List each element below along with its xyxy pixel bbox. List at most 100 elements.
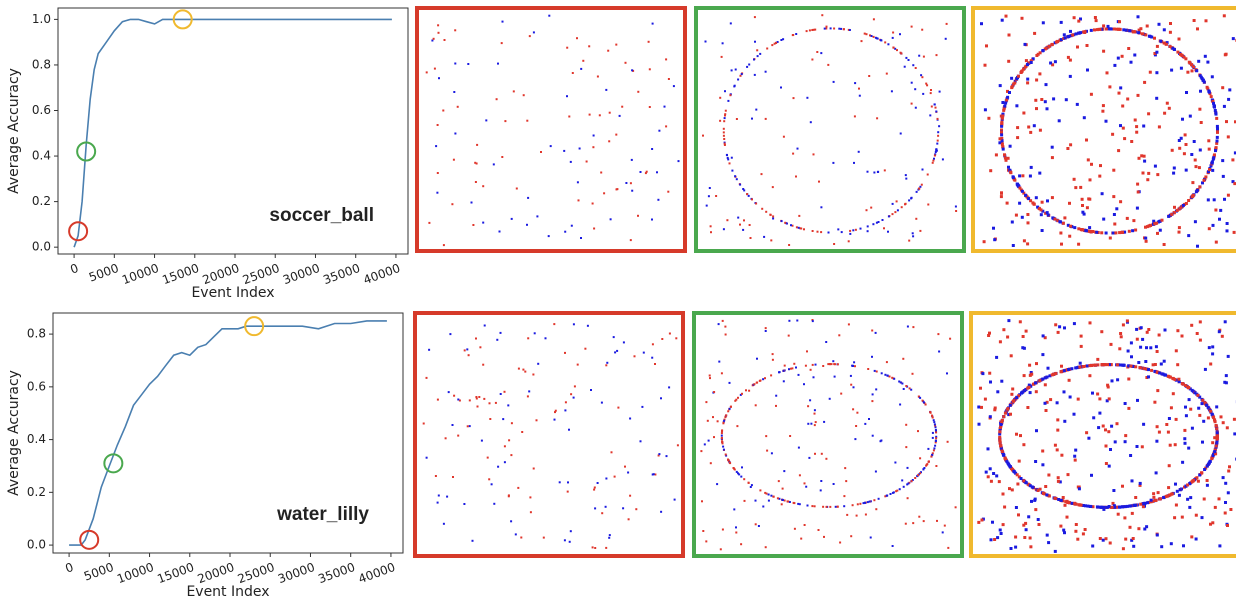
event-dot — [1233, 418, 1236, 421]
y-tick-label: 0.6 — [32, 103, 51, 117]
event-dot — [673, 85, 675, 87]
event-dot — [853, 361, 855, 363]
event-dot — [1063, 369, 1066, 372]
event-dot — [1060, 499, 1063, 502]
event-dot — [939, 91, 941, 93]
event-dot — [737, 79, 739, 81]
event-dot — [1170, 542, 1173, 545]
event-dot — [911, 103, 913, 105]
event-dot — [1059, 525, 1062, 528]
event-dot — [832, 360, 834, 362]
y-axis-label: Average Accuracy — [6, 68, 22, 194]
event-dot — [443, 244, 445, 246]
event-dot — [988, 372, 991, 375]
event-dot — [704, 443, 706, 445]
event-dot — [1015, 506, 1018, 509]
event-dot — [721, 441, 723, 443]
event-dot — [893, 47, 895, 49]
event-dot — [614, 476, 616, 478]
y-tick-label: 0.0 — [32, 240, 51, 254]
event-dot — [1051, 156, 1054, 159]
event-dot — [1134, 119, 1137, 122]
event-dot — [1224, 320, 1227, 323]
event-dot — [790, 368, 792, 370]
event-dot — [1017, 513, 1020, 516]
event-dot — [741, 466, 743, 468]
event-dot — [855, 425, 857, 427]
event-dot — [999, 137, 1002, 140]
event-dot — [1003, 506, 1006, 509]
event-dot — [858, 151, 860, 153]
event-dot — [1139, 346, 1142, 349]
event-dot — [588, 45, 590, 47]
x-tick-label: 35000 — [321, 261, 362, 287]
event-dot — [623, 341, 625, 343]
event-dot — [930, 92, 932, 94]
event-dot — [1008, 91, 1011, 94]
event-dot — [502, 21, 504, 23]
event-dot — [810, 423, 812, 425]
event-dot — [826, 26, 828, 28]
event-dot — [999, 529, 1002, 532]
event-dot — [1038, 523, 1041, 526]
event-dot — [1027, 221, 1030, 224]
event-dot — [428, 349, 430, 351]
event-dot — [1201, 399, 1204, 402]
event-dot — [665, 58, 667, 60]
event-dot — [930, 456, 932, 458]
event-dot — [740, 543, 742, 545]
event-dot — [1102, 425, 1105, 428]
event-dot — [904, 66, 906, 68]
event-dot — [1134, 365, 1137, 368]
event-dot — [744, 500, 746, 502]
event-dot — [933, 158, 935, 160]
event-dot — [852, 408, 854, 410]
event-dot — [993, 538, 996, 541]
event-dot — [736, 471, 738, 473]
event-dot — [840, 28, 842, 30]
event-dot — [563, 150, 565, 152]
event-dot — [899, 488, 901, 490]
event-dot — [768, 494, 770, 496]
event-dot — [1046, 199, 1049, 202]
event-dot — [1216, 140, 1219, 143]
x-tick-label: 5000 — [87, 261, 120, 285]
event-dot — [768, 500, 770, 502]
event-dot — [870, 537, 872, 539]
event-dot — [730, 22, 732, 24]
event-dot — [1154, 499, 1157, 502]
event-dot — [1071, 34, 1074, 37]
event-dot — [998, 430, 1001, 433]
event-dot — [446, 496, 448, 498]
event-dot — [1202, 79, 1205, 82]
event-dot — [1034, 460, 1037, 463]
event-dot — [484, 325, 486, 327]
event-dot — [1141, 32, 1144, 35]
event-dot — [934, 445, 936, 447]
event-dot — [1023, 239, 1026, 242]
event-dot — [1092, 416, 1095, 419]
event-dot — [867, 225, 869, 227]
event-dot — [860, 228, 862, 230]
event-dot — [597, 76, 599, 78]
event-dot — [1156, 534, 1159, 537]
event-dot — [765, 330, 767, 332]
event-dot — [1076, 538, 1079, 541]
event-dot — [1132, 537, 1135, 540]
event-dot — [580, 68, 582, 70]
event-dot — [873, 499, 875, 501]
event-dot — [754, 41, 756, 43]
event-dot — [1057, 480, 1060, 483]
event-dot — [619, 115, 621, 117]
event-dot — [820, 489, 822, 491]
event-dot — [1122, 323, 1125, 326]
x-tick-label: 0 — [68, 261, 80, 277]
event-dot — [1178, 38, 1181, 41]
y-tick-label: 0.6 — [27, 379, 46, 393]
event-dot — [579, 148, 581, 150]
event-dot — [485, 119, 487, 121]
event-dot — [1182, 204, 1185, 207]
event-dot — [710, 462, 712, 464]
event-dot — [748, 482, 750, 484]
event-dot — [1211, 161, 1214, 164]
